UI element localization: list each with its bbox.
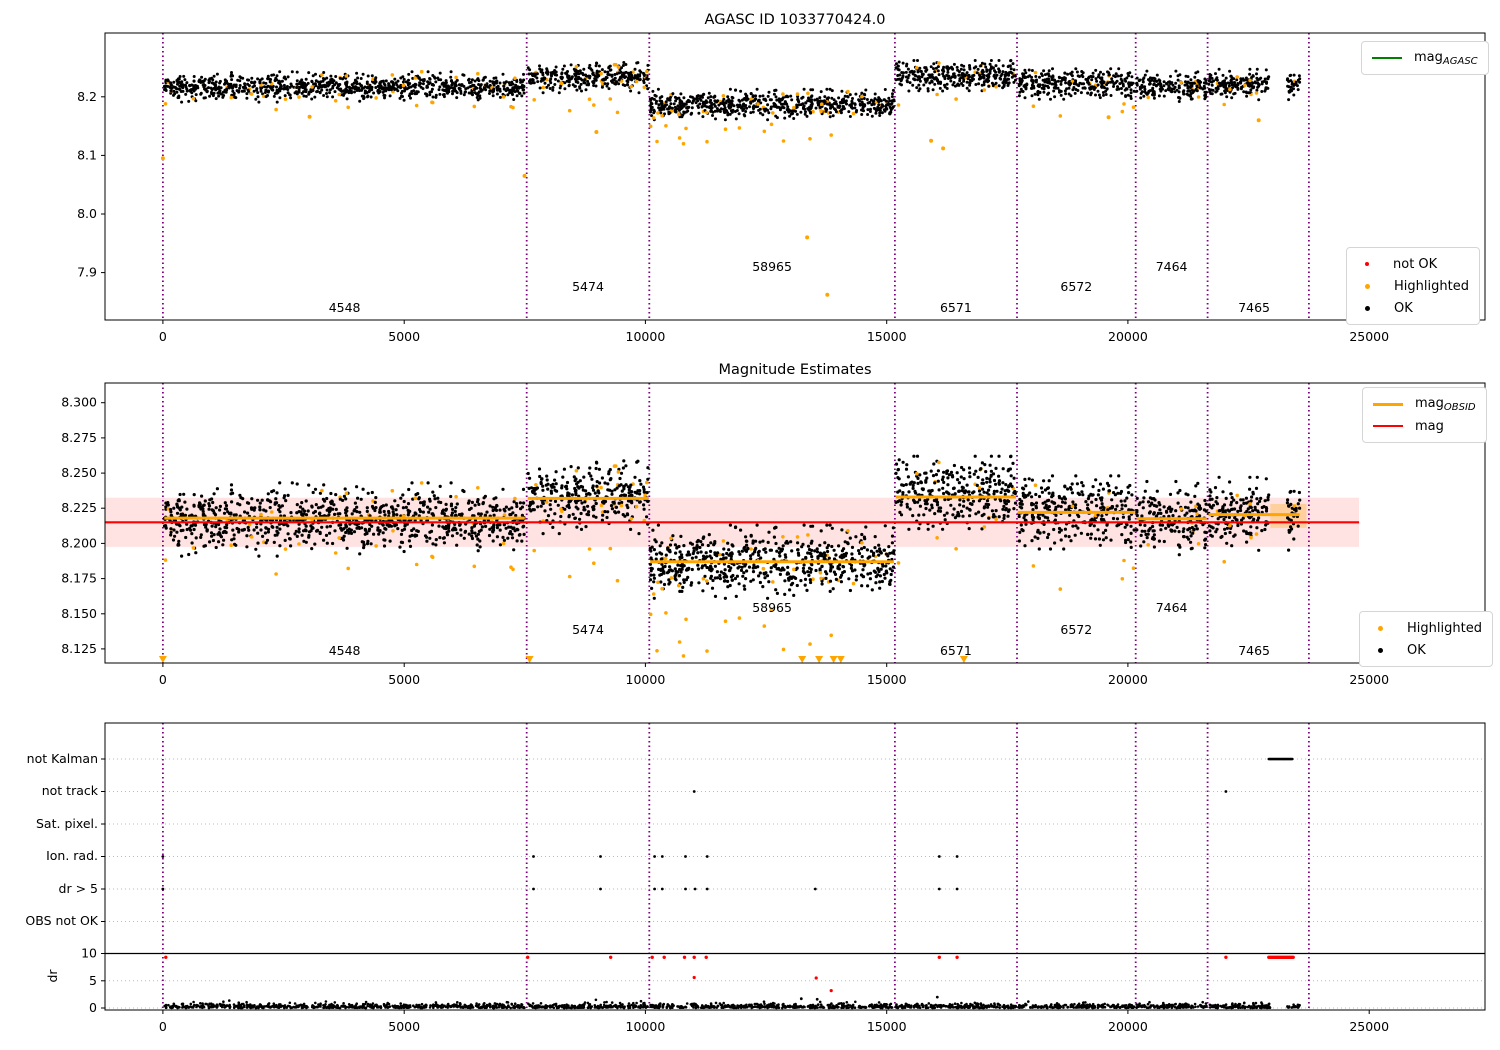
svg-text:6572: 6572 xyxy=(1060,279,1092,294)
svg-text:6571: 6571 xyxy=(940,300,972,315)
svg-text:15000: 15000 xyxy=(867,329,907,344)
legend-row-ok: OK xyxy=(1357,297,1469,319)
flag-label-not-kalman: not Kalman xyxy=(26,751,98,766)
flag-label-dr-gt-5: dr > 5 xyxy=(58,881,98,896)
svg-text:8.0: 8.0 xyxy=(77,206,97,221)
ok-label: OK xyxy=(1394,300,1413,316)
not-ok-dot xyxy=(1365,262,1369,266)
svg-text:7464: 7464 xyxy=(1156,259,1188,274)
svg-text:0: 0 xyxy=(159,329,167,344)
ok-label-2: OK xyxy=(1407,642,1426,658)
svg-text:8.1: 8.1 xyxy=(77,147,97,162)
ok-dot-2 xyxy=(1378,647,1383,653)
svg-text:25000: 25000 xyxy=(1349,329,1389,344)
legend-row-ok-2: OK xyxy=(1370,639,1482,661)
top-plot-title: AGASC ID 1033770424.0 xyxy=(704,12,886,28)
mag-line-swatch xyxy=(1373,425,1403,427)
dr-axis-label: dr xyxy=(45,969,60,983)
svg-text:20000: 20000 xyxy=(1108,329,1148,344)
legend-row-mag: mag xyxy=(1373,415,1476,437)
svg-text:7.9: 7.9 xyxy=(77,265,97,280)
mag-agasc-label: magAGASC xyxy=(1414,49,1478,67)
svg-text:5474: 5474 xyxy=(572,279,604,294)
flag-label-not-track: not track xyxy=(41,783,98,798)
flag-label-sat-pixel: Sat. pixel. xyxy=(36,816,98,831)
flag-label-ion-rad: Ion. rad. xyxy=(46,848,98,863)
legend-mag-agasc: magAGASC xyxy=(1361,41,1489,75)
svg-text:7465: 7465 xyxy=(1238,300,1270,315)
mag-label: mag xyxy=(1415,418,1444,434)
legend-point-classes: not OK Highlighted OK xyxy=(1346,247,1480,325)
not-ok-label: not OK xyxy=(1393,256,1438,272)
legend-row-highlighted-2: Highlighted xyxy=(1370,617,1482,639)
svg-text:8.2: 8.2 xyxy=(77,89,97,104)
flag-label-obs-not-ok: OBS not OK xyxy=(25,913,98,928)
highlighted-dot-2 xyxy=(1378,625,1383,631)
highlighted-label-2: Highlighted xyxy=(1407,620,1482,636)
legend-middle-points: Highlighted OK xyxy=(1359,611,1493,667)
highlighted-dot xyxy=(1365,283,1370,289)
middle-plot-title: Magnitude Estimates xyxy=(718,362,872,378)
mag-obsid-label: magOBSID xyxy=(1415,395,1476,413)
legend-mag-lines: magOBSID mag xyxy=(1362,387,1487,443)
svg-text:10000: 10000 xyxy=(626,329,666,344)
svg-text:5000: 5000 xyxy=(388,329,420,344)
legend-row-highlighted: Highlighted xyxy=(1357,275,1469,297)
mag-obsid-line-swatch xyxy=(1373,402,1403,406)
legend-row-not-ok: not OK xyxy=(1357,253,1469,275)
ok-dot xyxy=(1365,305,1370,311)
svg-text:58965: 58965 xyxy=(752,259,792,274)
mag-agasc-line-swatch xyxy=(1372,57,1402,59)
svg-text:4548: 4548 xyxy=(329,300,361,315)
legend-row-mag-obsid: magOBSID xyxy=(1373,393,1476,415)
highlighted-label: Highlighted xyxy=(1394,278,1469,294)
